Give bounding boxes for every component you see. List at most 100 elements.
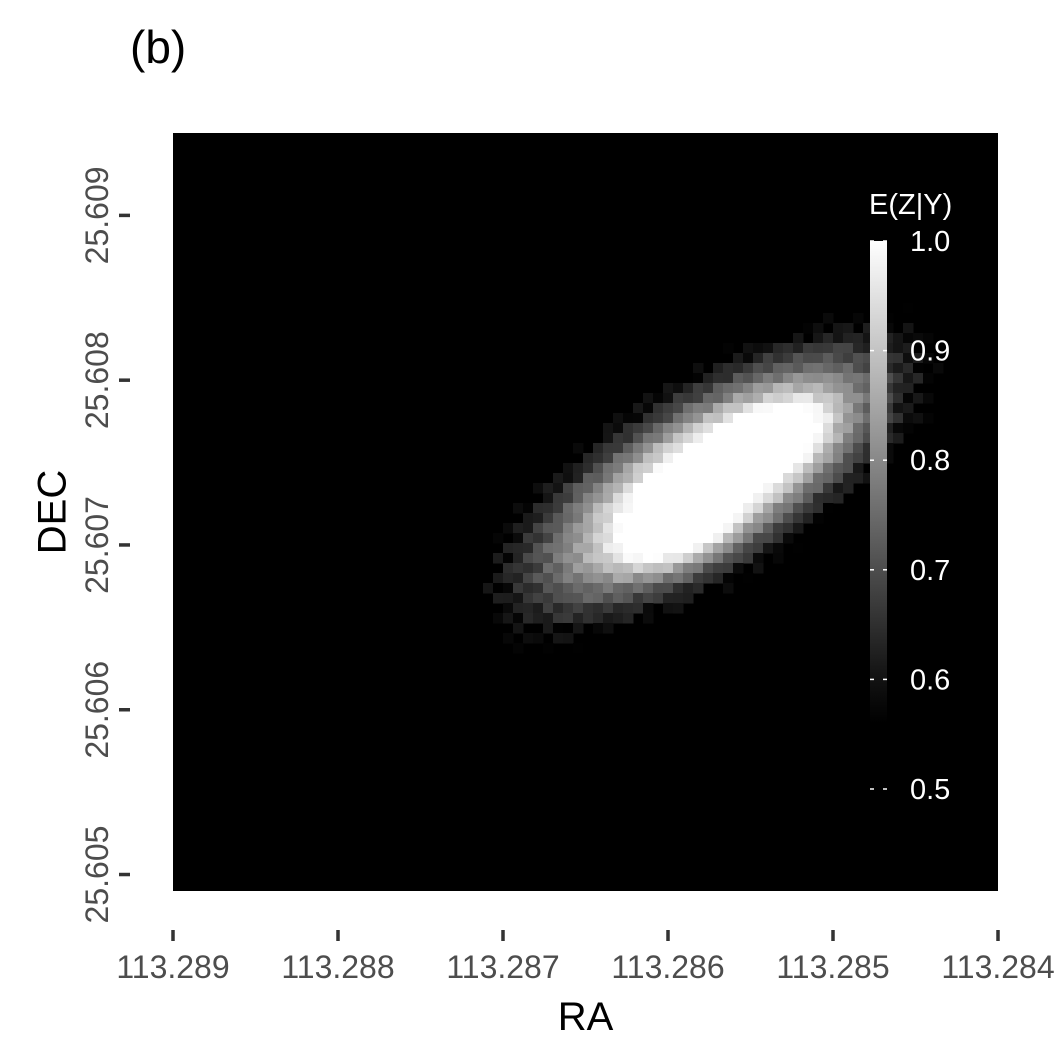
heat-cell xyxy=(613,583,624,594)
heat-cell xyxy=(663,533,674,544)
heat-cell xyxy=(753,463,764,474)
heat-cell xyxy=(693,583,704,594)
heat-cell xyxy=(673,443,684,454)
heat-cell xyxy=(813,333,824,344)
heat-cell xyxy=(703,423,714,434)
heat-cell xyxy=(913,353,924,364)
heat-cell xyxy=(753,523,764,534)
heat-cell xyxy=(533,513,544,524)
heat-cell xyxy=(533,583,544,594)
heat-cell xyxy=(673,523,684,534)
heat-cell xyxy=(563,503,574,514)
heat-cell xyxy=(713,573,724,584)
heat-cell xyxy=(553,503,564,514)
heat-cell xyxy=(673,503,684,514)
heat-cell xyxy=(643,473,654,484)
heat-cell xyxy=(643,463,654,474)
heat-cell xyxy=(573,583,584,594)
heat-cell xyxy=(503,553,514,564)
heat-cell xyxy=(803,353,814,364)
heat-cell xyxy=(623,473,634,484)
heat-cell xyxy=(883,443,894,454)
heat-cell xyxy=(783,373,794,384)
y-tick-label: 25.608 xyxy=(79,331,115,429)
heat-cell xyxy=(853,413,864,424)
heat-cell xyxy=(743,543,754,554)
heat-cell xyxy=(543,613,554,624)
heat-cell xyxy=(753,363,764,374)
heat-cell xyxy=(583,583,594,594)
colorbar-legend: E(Z|Y) 1.0 0.9 0.8 0.7 0.6 0.5 xyxy=(869,189,952,806)
heat-cell xyxy=(733,503,744,514)
heat-cell xyxy=(783,493,794,504)
heat-cell xyxy=(793,513,804,524)
heat-cell xyxy=(713,513,724,524)
heat-cell xyxy=(533,553,544,564)
heat-cell xyxy=(663,443,674,454)
heat-cell xyxy=(913,373,924,384)
heat-cell xyxy=(593,483,604,494)
heat-cell xyxy=(683,433,694,444)
heat-cell xyxy=(653,593,664,604)
heat-cell xyxy=(643,573,654,584)
heat-cell xyxy=(863,353,874,364)
heat-cell xyxy=(623,483,634,494)
heat-cell xyxy=(673,583,684,594)
heat-cell xyxy=(583,503,594,514)
heat-cell xyxy=(773,493,784,504)
heat-cell xyxy=(783,473,794,484)
heat-cell xyxy=(803,373,814,384)
heat-cell xyxy=(613,523,624,534)
heat-cell xyxy=(513,573,524,584)
heat-cell xyxy=(663,463,674,474)
heat-cell xyxy=(733,483,744,494)
heat-cell xyxy=(783,453,794,464)
heat-cell xyxy=(733,533,744,544)
heat-cell xyxy=(843,423,854,434)
heat-cell xyxy=(743,513,754,524)
heat-cell xyxy=(753,533,764,544)
heat-cell xyxy=(533,573,544,584)
heat-cell xyxy=(643,593,654,604)
heat-cell xyxy=(833,353,844,364)
colorbar-tick-label: 0.8 xyxy=(910,445,950,477)
heat-cell xyxy=(703,473,714,484)
heat-cell xyxy=(563,463,574,474)
heat-cell xyxy=(613,473,624,484)
heat-cell xyxy=(523,613,534,624)
heat-cell xyxy=(693,413,704,424)
heat-cell xyxy=(613,553,624,564)
heat-cell xyxy=(743,353,754,364)
heat-cell xyxy=(863,363,874,374)
heat-cell xyxy=(653,453,664,464)
heat-cell xyxy=(633,563,644,574)
heat-cell xyxy=(793,443,804,454)
heat-cell xyxy=(803,433,814,444)
heat-cell xyxy=(703,563,714,574)
heat-cell xyxy=(713,503,724,514)
heat-cell xyxy=(843,403,854,414)
heat-cell xyxy=(743,343,754,354)
heat-cell xyxy=(783,463,794,474)
heat-cell xyxy=(843,353,854,364)
heat-cell xyxy=(903,393,914,404)
heat-cell xyxy=(513,603,524,614)
heat-cell xyxy=(793,453,804,464)
heat-cell xyxy=(753,393,764,404)
heat-cell xyxy=(603,523,614,534)
heat-cell xyxy=(583,603,594,614)
heat-cell xyxy=(773,373,784,384)
heat-cell xyxy=(583,523,594,534)
heat-cell xyxy=(623,413,634,424)
heat-cell xyxy=(753,453,764,464)
heat-cell xyxy=(803,493,814,504)
heat-cell xyxy=(533,523,544,534)
heat-cell xyxy=(823,503,834,514)
heat-cell xyxy=(523,543,534,554)
heat-cell xyxy=(693,383,704,394)
heat-cell xyxy=(663,493,674,504)
heat-cell xyxy=(893,393,904,404)
heat-cell xyxy=(533,533,544,544)
heat-cell xyxy=(833,373,844,384)
heat-cell xyxy=(673,553,684,564)
